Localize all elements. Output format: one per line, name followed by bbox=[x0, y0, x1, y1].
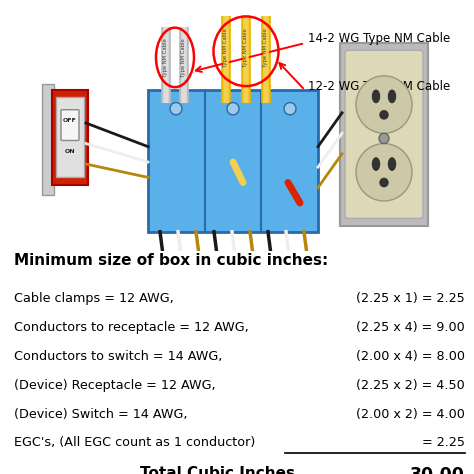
Ellipse shape bbox=[373, 90, 380, 102]
Text: Cable clamps = 12 AWG,: Cable clamps = 12 AWG, bbox=[14, 292, 174, 305]
Circle shape bbox=[356, 76, 412, 133]
Text: Conductors to receptacle = 12 AWG,: Conductors to receptacle = 12 AWG, bbox=[14, 321, 249, 334]
Text: Type NM Cable: Type NM Cable bbox=[164, 38, 168, 77]
Circle shape bbox=[170, 102, 182, 115]
Text: ON: ON bbox=[64, 149, 75, 154]
FancyBboxPatch shape bbox=[56, 98, 84, 177]
Circle shape bbox=[227, 102, 239, 115]
Text: (Device) Receptacle = 12 AWG,: (Device) Receptacle = 12 AWG, bbox=[14, 379, 216, 392]
Text: OFF: OFF bbox=[63, 118, 77, 124]
Text: EGC's, (All EGC count as 1 conductor): EGC's, (All EGC count as 1 conductor) bbox=[14, 437, 255, 449]
Ellipse shape bbox=[380, 111, 388, 119]
Ellipse shape bbox=[389, 90, 395, 102]
Text: (2.00 x 4) = 8.00: (2.00 x 4) = 8.00 bbox=[356, 350, 465, 363]
Ellipse shape bbox=[389, 158, 395, 170]
FancyBboxPatch shape bbox=[340, 43, 428, 226]
Text: = 2.25: = 2.25 bbox=[422, 437, 465, 449]
Text: Total Cubic Inches: Total Cubic Inches bbox=[139, 466, 294, 474]
Text: (2.25 x 4) = 9.00: (2.25 x 4) = 9.00 bbox=[356, 321, 465, 334]
Text: 14-2 WG Type NM Cable: 14-2 WG Type NM Cable bbox=[308, 32, 450, 46]
FancyBboxPatch shape bbox=[52, 90, 88, 184]
Text: (2.00 x 2) = 4.00: (2.00 x 2) = 4.00 bbox=[356, 408, 465, 420]
FancyBboxPatch shape bbox=[61, 109, 79, 140]
Text: 30.00: 30.00 bbox=[410, 466, 465, 474]
FancyBboxPatch shape bbox=[345, 50, 423, 219]
FancyBboxPatch shape bbox=[148, 90, 318, 232]
Text: 12-2 WG Type NM Cable: 12-2 WG Type NM Cable bbox=[308, 80, 450, 92]
Circle shape bbox=[356, 144, 412, 201]
Text: Type NM Cable: Type NM Cable bbox=[244, 28, 248, 66]
Ellipse shape bbox=[373, 158, 380, 170]
FancyBboxPatch shape bbox=[42, 84, 54, 195]
Text: (2.25 x 1) = 2.25: (2.25 x 1) = 2.25 bbox=[356, 292, 465, 305]
Text: Minimum size of box in cubic inches:: Minimum size of box in cubic inches: bbox=[14, 253, 328, 268]
Circle shape bbox=[379, 133, 389, 144]
Text: Type NM Cable: Type NM Cable bbox=[264, 28, 268, 66]
Text: (2.25 x 2) = 4.50: (2.25 x 2) = 4.50 bbox=[356, 379, 465, 392]
Text: Type NM Cable: Type NM Cable bbox=[224, 28, 228, 66]
Circle shape bbox=[284, 102, 296, 115]
Ellipse shape bbox=[380, 178, 388, 187]
Text: (Device) Switch = 14 AWG,: (Device) Switch = 14 AWG, bbox=[14, 408, 188, 420]
Text: Conductors to switch = 14 AWG,: Conductors to switch = 14 AWG, bbox=[14, 350, 222, 363]
Text: Type NM Cable: Type NM Cable bbox=[182, 38, 186, 77]
